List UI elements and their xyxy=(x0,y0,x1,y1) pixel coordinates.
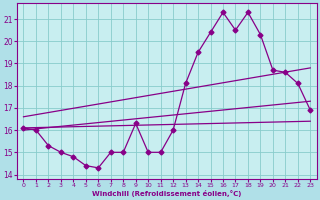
X-axis label: Windchill (Refroidissement éolien,°C): Windchill (Refroidissement éolien,°C) xyxy=(92,190,242,197)
